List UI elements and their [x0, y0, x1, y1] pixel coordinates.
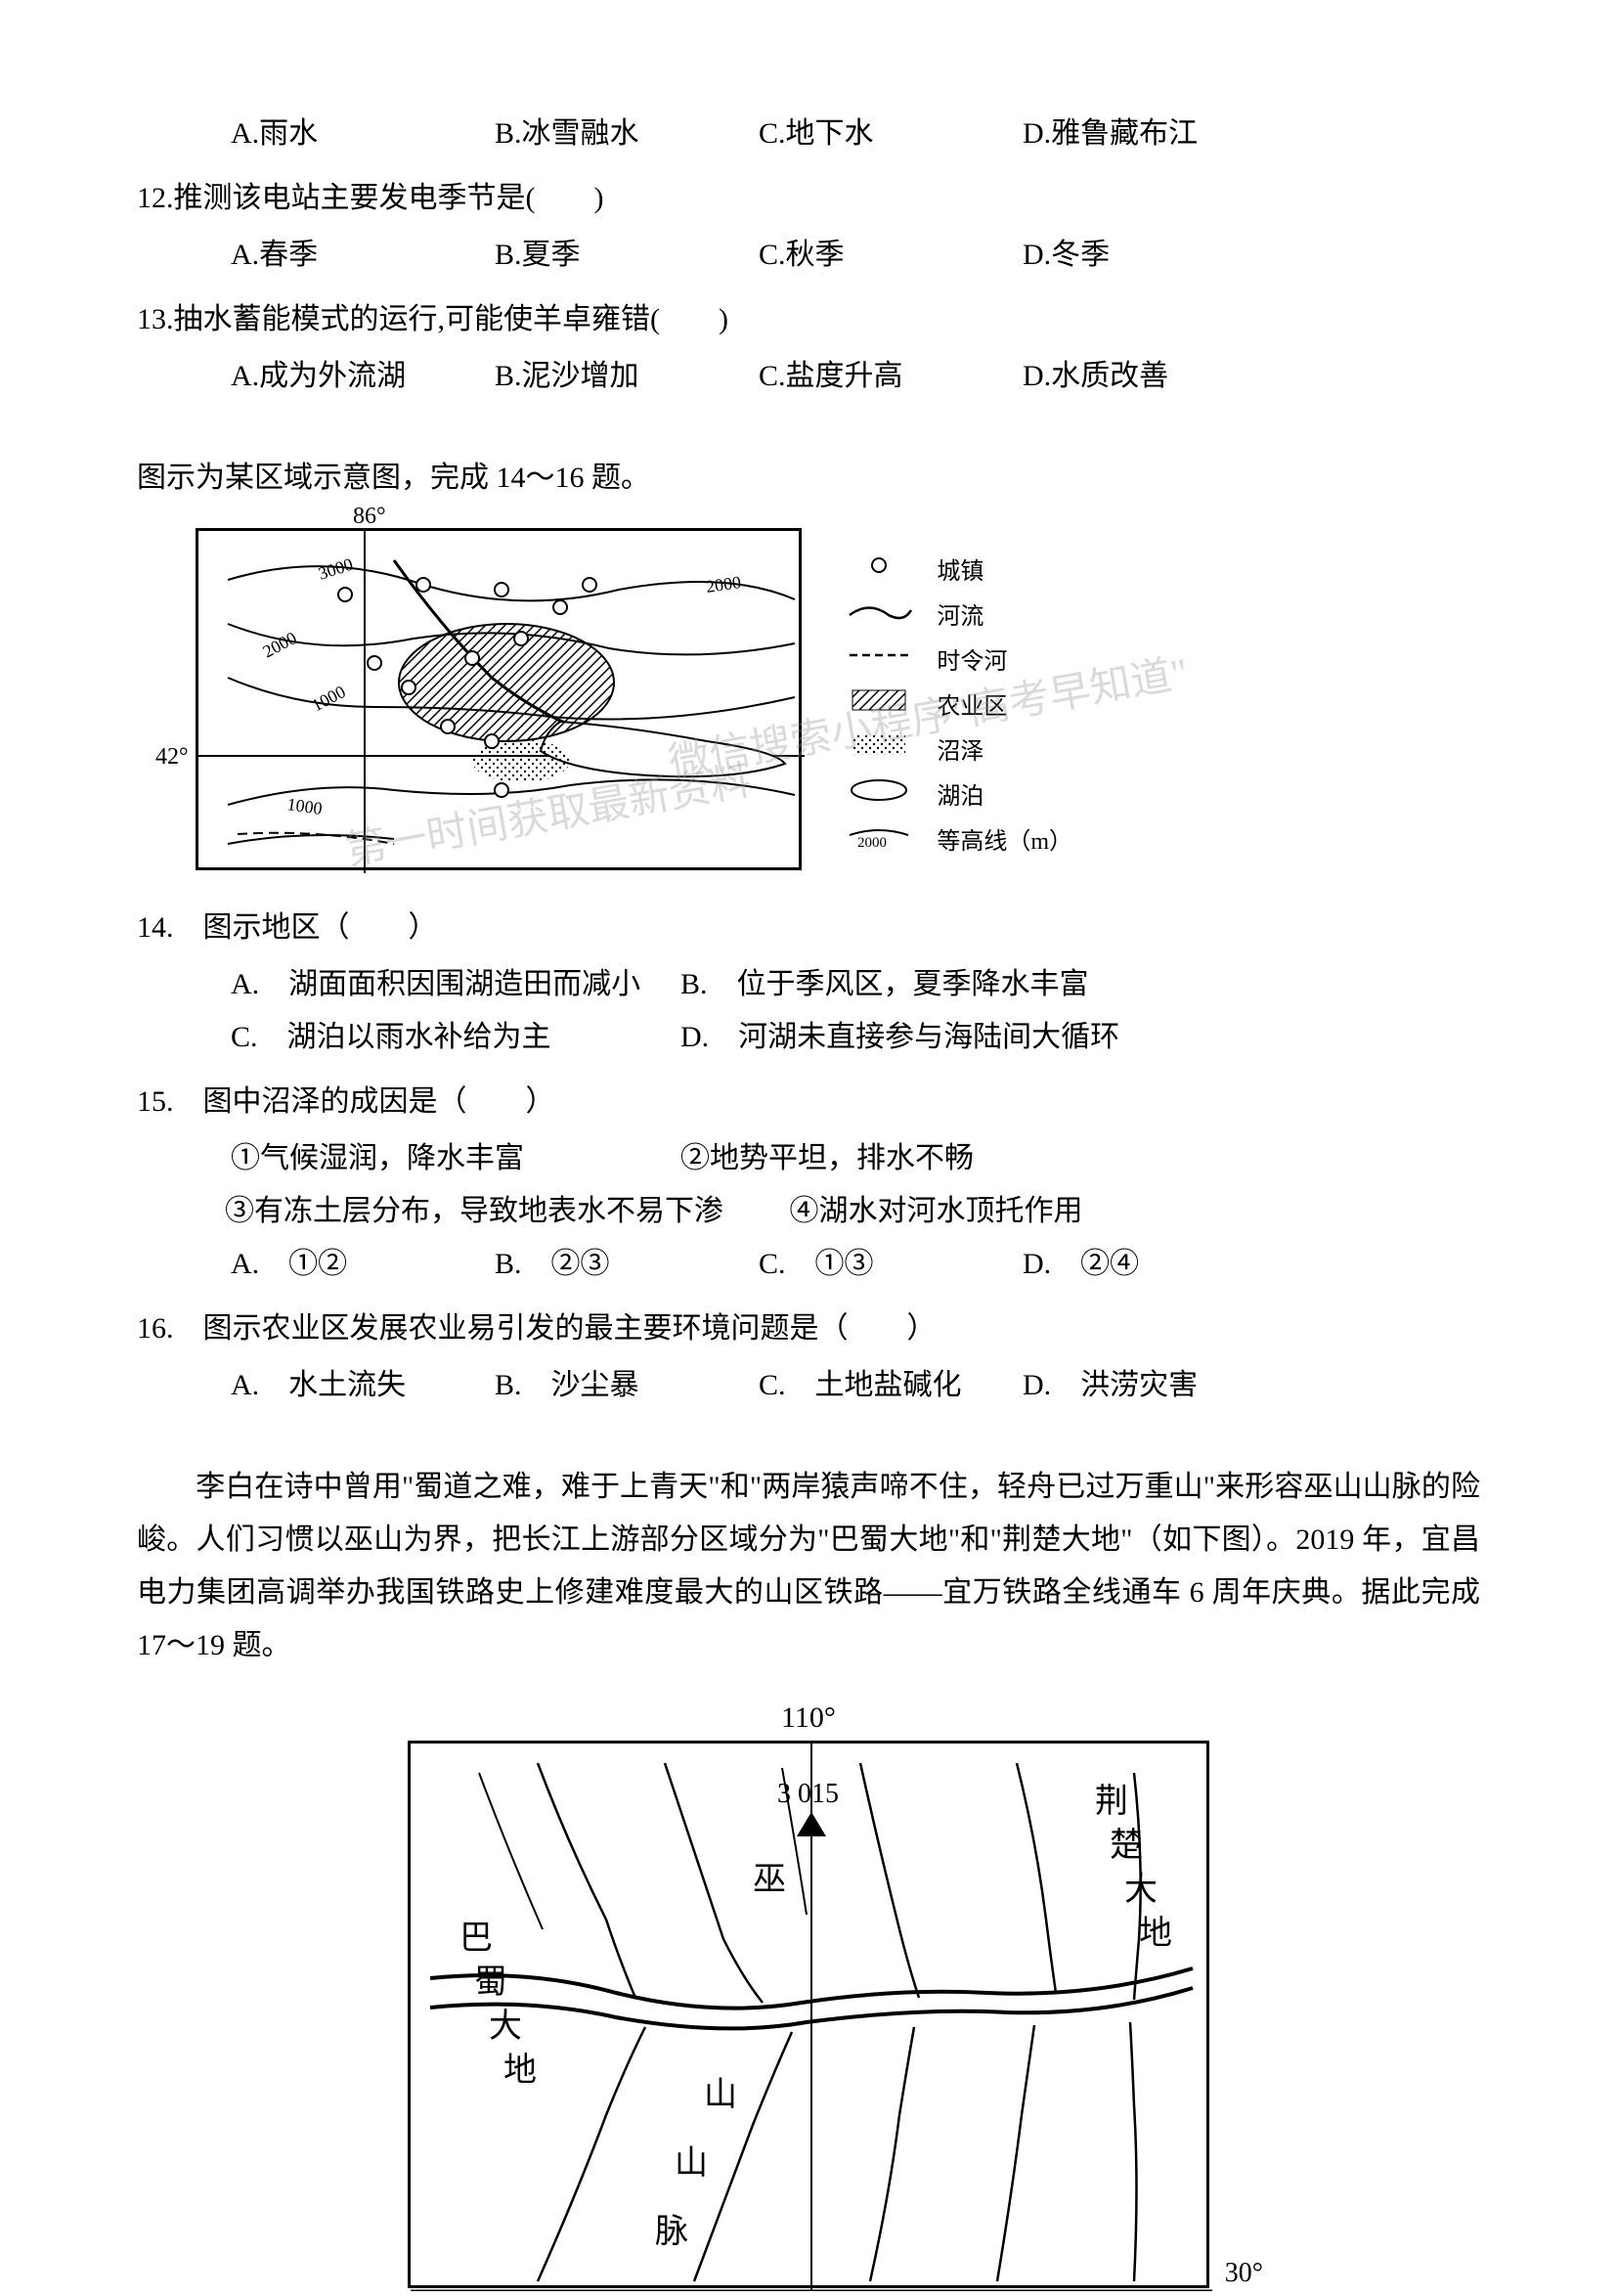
map2-jing: 荆 — [1095, 1783, 1128, 1820]
q11-choice-a: A.雨水 — [231, 108, 495, 160]
map2-lon: 110° — [137, 1701, 1480, 1735]
q15-choice-c: C. ①③ — [759, 1238, 1023, 1291]
map2-shan2: 山 — [675, 2145, 708, 2182]
map2-bashu-1: 巴 — [459, 1921, 493, 1957]
q12-stem: 12.推测该电站主要发电季节是( ) — [137, 172, 1480, 225]
contour-1000b: 1000 — [285, 794, 323, 818]
q16-choice-d: D. 洪涝灾害 — [1023, 1359, 1287, 1412]
q14-choice-b: B. 位于季风区，夏季降水丰富 — [680, 958, 1130, 1011]
legend-river: 河流 — [937, 596, 983, 631]
q15-s3: ③有冻土层分布，导致地表水不易下渗 — [225, 1195, 723, 1227]
map2-figure: 110° 3 015 — [137, 1701, 1480, 2296]
q13-block: 13.抽水蓄能模式的运行,可能使羊卓雍错( ) A.成为外流湖 B.泥沙增加 C… — [137, 293, 1480, 403]
contour-2000a: 2000 — [259, 628, 299, 662]
contour-3000: 3000 — [316, 554, 355, 584]
map2-mai: 脉 — [655, 2213, 688, 2250]
svg-text:2000: 2000 — [857, 835, 887, 850]
q12-block: 12.推测该电站主要发电季节是( ) A.春季 B.夏季 C.秋季 D.冬季 — [137, 172, 1480, 282]
map2-di: 地 — [1139, 1915, 1172, 1952]
q12-choice-c: C.秋季 — [759, 229, 1023, 282]
intro-14-16: 图示为某区域示意图，完成 14～16 题。 — [137, 452, 1480, 505]
map1-svg: 3000 2000 1000 1000 2000 — [198, 531, 805, 873]
map2-bashu-2: 蜀 — [474, 1965, 507, 2001]
map2-bashu-4: 地 — [503, 2052, 537, 2089]
map2-svg: 3 015 巴 蜀 大 地 巫 山 山 脉 荆 楚 大 地 — [411, 1744, 1212, 2291]
q15-choice-a: A. ①② — [231, 1238, 495, 1291]
contour-1000a: 1000 — [308, 682, 348, 716]
q16-choice-c: C. 土地盐碱化 — [759, 1359, 1023, 1412]
map2-chu: 楚 — [1110, 1827, 1143, 1864]
map1-lon-label: 86° — [353, 504, 386, 530]
q16-stem: 16. 图示农业区发展农业易引发的最主要环境问题是（ ） — [137, 1303, 1480, 1355]
map1-lat-label: 42° — [155, 744, 189, 771]
map2-wu: 巫 — [753, 1862, 786, 1898]
passage-17-19: 李白在诗中曾用"蜀道之难，难于上青天"和"两岸猿声啼不住，轻舟已过万重山"来形容… — [137, 1461, 1480, 1672]
map2-shan1: 山 — [704, 2077, 737, 2113]
q14-choice-a: A. 湖面面积因围湖造田而减小 — [231, 958, 680, 1011]
q13-choice-a: A.成为外流湖 — [231, 350, 495, 403]
contour-2000b: 2000 — [705, 572, 742, 596]
q15-choice-b: B. ②③ — [495, 1238, 759, 1291]
q12-choice-d: D.冬季 — [1023, 229, 1287, 282]
q15-s1: ①气候湿润，降水丰富 — [231, 1132, 680, 1185]
q14-choice-c: C. 湖泊以雨水补给为主 — [231, 1011, 680, 1064]
q11-choice-d: D.雅鲁藏布江 — [1023, 108, 1287, 160]
map2-peak: 3 015 — [777, 1779, 839, 1809]
q16-choice-a: A. 水土流失 — [231, 1359, 495, 1412]
q12-choice-b: B.夏季 — [495, 229, 759, 282]
legend-town: 城镇 — [937, 552, 983, 586]
q16-block: 16. 图示农业区发展农业易引发的最主要环境问题是（ ） A. 水土流失 B. … — [137, 1303, 1480, 1412]
q14-stem: 14. 图示地区（ ） — [137, 902, 1480, 954]
legend-lake: 湖泊 — [937, 776, 983, 811]
legend-marsh: 沼泽 — [937, 731, 983, 766]
q11-choice-b: B.冰雪融水 — [495, 108, 759, 160]
q14-block: 14. 图示地区（ ） A. 湖面面积因围湖造田而减小 B. 位于季风区，夏季降… — [137, 902, 1480, 1064]
q15-stem: 15. 图中沼泽的成因是（ ） — [137, 1076, 1480, 1128]
legend-agri: 农业区 — [937, 686, 1007, 721]
legend-seasonal: 时令河 — [937, 641, 1007, 676]
legend-contour: 等高线（m） — [937, 821, 1072, 856]
q11-choices: A.雨水 B.冰雪融水 C.地下水 D.雅鲁藏布江 — [137, 108, 1480, 160]
q11-choice-c: C.地下水 — [759, 108, 1023, 160]
q13-choice-b: B.泥沙增加 — [495, 350, 759, 403]
q15-block: 15. 图中沼泽的成因是（ ） ①气候湿润，降水丰富 ②地势平坦，排水不畅 ③有… — [137, 1076, 1480, 1291]
map1-legend: 城镇 河流 时令河 农业区 沼泽 湖泊 200 — [845, 551, 1072, 865]
q15-s2: ②地势平坦，排水不畅 — [680, 1132, 1130, 1185]
map1-figure: 3000 2000 1000 1000 2000 86° 42° 城镇 河流 时… — [196, 528, 1480, 878]
q12-choice-a: A.春季 — [231, 229, 495, 282]
map2-da: 大 — [1124, 1871, 1158, 1908]
q13-stem: 13.抽水蓄能模式的运行,可能使羊卓雍错( ) — [137, 293, 1480, 346]
q15-choice-d: D. ②④ — [1023, 1238, 1287, 1291]
map2-lat: 30° — [1225, 2258, 1263, 2289]
q15-s4: ④湖水对河水顶托作用 — [790, 1195, 1083, 1227]
q14-choice-d: D. 河湖未直接参与海陆间大循环 — [680, 1011, 1130, 1064]
q13-choice-d: D.水质改善 — [1023, 350, 1287, 403]
q13-choice-c: C.盐度升高 — [759, 350, 1023, 403]
map2-bashu-3: 大 — [489, 2008, 522, 2045]
q16-choice-b: B. 沙尘暴 — [495, 1359, 759, 1412]
